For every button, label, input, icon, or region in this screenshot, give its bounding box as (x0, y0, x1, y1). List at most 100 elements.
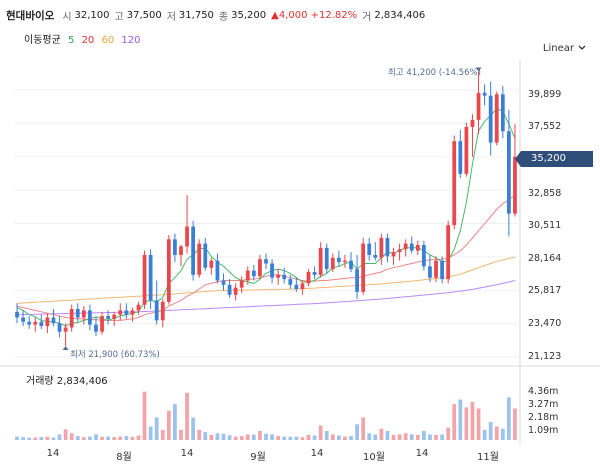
volume-bar (349, 436, 353, 440)
candle-body (63, 327, 68, 332)
candle-body (166, 239, 171, 302)
candle-body (45, 317, 50, 327)
ma60-line (16, 256, 516, 304)
candle-body (239, 280, 244, 288)
volume-bar (264, 433, 268, 440)
candle-body (355, 269, 359, 292)
close-label: 종 (218, 11, 229, 23)
volume-bar (209, 434, 214, 440)
high-marker-icon (475, 67, 482, 72)
y-label: 30,511 (528, 220, 562, 231)
open-value: 32,100 (74, 9, 110, 21)
volume-value: 2,834,406 (374, 9, 426, 21)
ma-120[interactable]: 120 (121, 35, 141, 46)
volume-bar (482, 429, 487, 440)
candle-body (264, 259, 268, 264)
volume-bar (318, 425, 323, 440)
candle-body (118, 310, 123, 315)
candle-body (245, 270, 250, 281)
candle-body (330, 257, 335, 270)
candle-body (470, 119, 475, 127)
y-label: 37,552 (528, 121, 562, 132)
volume-bar (136, 435, 141, 440)
candle-body (421, 244, 426, 267)
stock-name[interactable]: 현대바이오 (6, 9, 55, 22)
current-price-tag: 35,200 (515, 151, 593, 167)
candle-body (15, 311, 19, 318)
moving-average-legend: 이동평균 5 20 60 120 (24, 31, 145, 46)
candle-body (27, 321, 32, 325)
candle-body (215, 260, 220, 281)
volume-label: 2.18m (528, 412, 559, 423)
y-label: 23,470 (528, 318, 562, 329)
y-label: 21,123 (528, 351, 562, 362)
volume-bar (63, 429, 68, 440)
candle-body (440, 260, 444, 280)
open-label: 시 (62, 11, 72, 23)
candle-body (476, 92, 481, 120)
volume-bar (227, 435, 232, 440)
volume-bar (191, 417, 196, 440)
volume-label: 3.27m (528, 399, 559, 410)
volume-bar (258, 431, 262, 440)
ma5-line (16, 107, 516, 327)
volume-bar (464, 407, 469, 440)
ma-20[interactable]: 20 (81, 35, 95, 46)
volume-bar (415, 434, 420, 440)
scale-label: Linear (542, 43, 574, 54)
chevron-down-icon (578, 43, 586, 54)
volume-bar (470, 401, 475, 440)
candle-body (251, 270, 256, 277)
volume-label: 1.09m (528, 425, 559, 436)
candle-body (81, 310, 86, 318)
volume-bar (507, 397, 511, 440)
volume-bar (282, 436, 287, 440)
scale-dropdown[interactable]: Linear (543, 43, 586, 54)
volume-bar (124, 436, 129, 440)
candle-body (185, 226, 189, 247)
x-label: 11월 (477, 452, 499, 463)
candle-body (88, 310, 92, 325)
candle-body (112, 314, 117, 319)
volume-bar (148, 426, 153, 440)
candle-body (227, 284, 232, 295)
high-value: 37,500 (126, 9, 162, 21)
ma-5[interactable]: 5 (68, 35, 75, 46)
volume-bar (446, 427, 451, 440)
y-label: 28,164 (528, 253, 562, 264)
volume-bar (294, 436, 299, 440)
candle-body (373, 254, 378, 258)
volume-bar (312, 435, 317, 440)
ma-title: 이동평균 (24, 35, 61, 46)
volume-bar (27, 437, 32, 440)
volume-bar (500, 428, 505, 440)
volume-bar (343, 436, 347, 440)
candle-body (482, 92, 487, 96)
volume-bar (154, 417, 159, 440)
volume-label: 거 (362, 11, 372, 23)
candle-body (209, 260, 214, 268)
volume-bar (112, 437, 117, 440)
volume-bar (57, 434, 62, 440)
candle-body (379, 237, 384, 258)
candle-body (94, 324, 98, 332)
candle-body (409, 243, 414, 251)
candle-body (282, 274, 287, 280)
ma-60[interactable]: 60 (101, 35, 115, 46)
volume-bar (75, 436, 80, 440)
candle-body (294, 284, 299, 290)
stock-header: 현대바이오 시 32,100 고 37,500 저 31,750 종 35,200 ▲4… (6, 6, 430, 24)
volume-bar (379, 428, 384, 440)
volume-bar (355, 424, 359, 440)
volume-bar (513, 408, 517, 440)
volume-bar (361, 417, 366, 440)
x-label: 14 (415, 448, 429, 459)
volume-bar (440, 434, 444, 440)
volume-bar (100, 436, 104, 440)
volume-bar (51, 437, 56, 440)
volume-bar (21, 437, 25, 440)
candle-body (57, 323, 62, 332)
volume-bar (306, 434, 311, 440)
volume-bar (300, 437, 305, 440)
